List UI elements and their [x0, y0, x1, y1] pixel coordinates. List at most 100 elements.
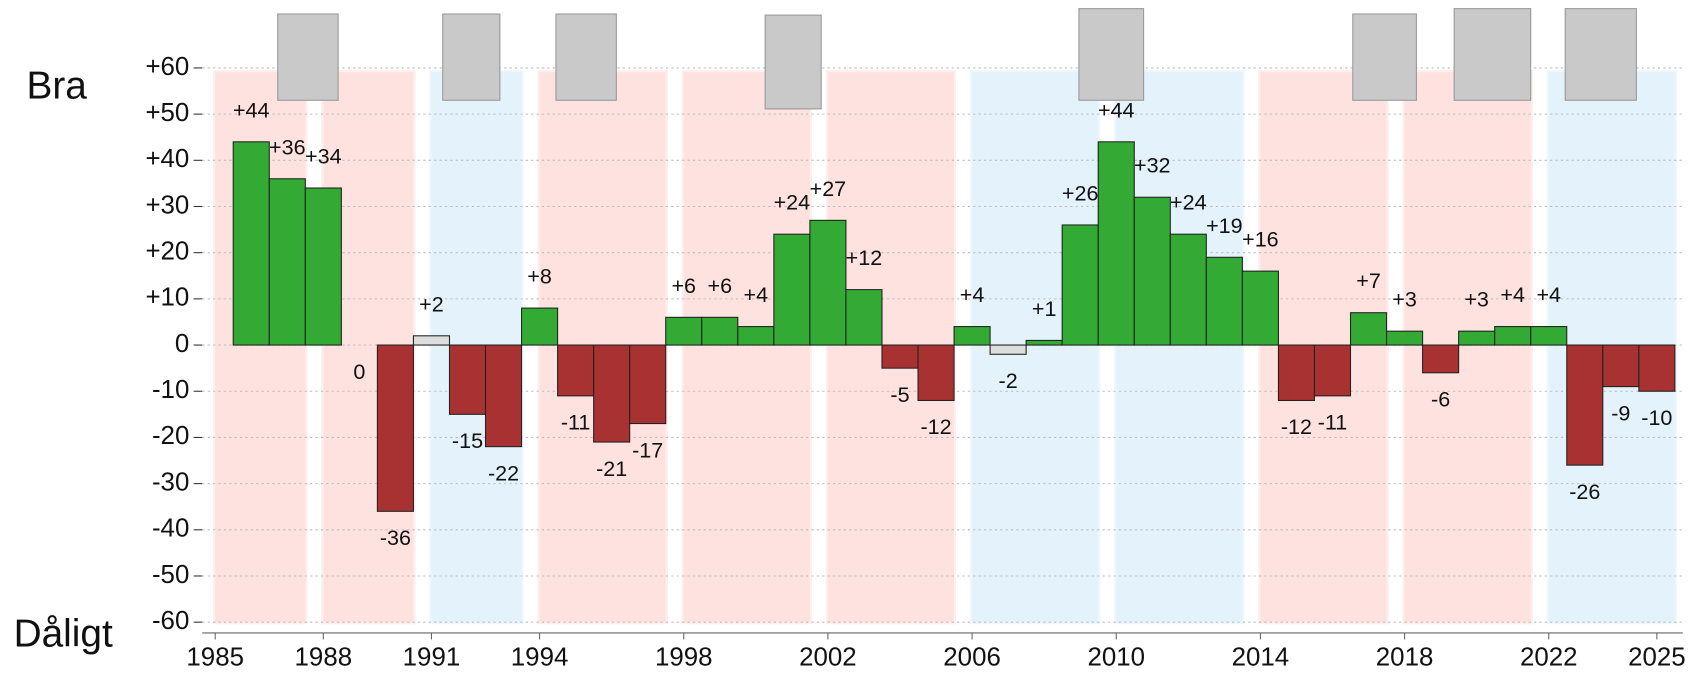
value-label: +12: [846, 245, 883, 270]
x-tick-label: 2018: [1376, 644, 1434, 672]
bar: [1313, 344, 1352, 397]
y-tick-label: +40: [145, 145, 189, 173]
y-tick-label: -60: [152, 607, 189, 635]
bar: [1602, 344, 1640, 388]
x-tick-label: 2010: [1087, 644, 1145, 672]
value-label: 0: [353, 359, 365, 384]
y-tick-label: +10: [145, 284, 189, 312]
y-label-bottom: Dåligt: [14, 612, 113, 655]
bar: [629, 344, 667, 425]
y-tick-label: -50: [152, 561, 189, 589]
value-label: +7: [1356, 268, 1381, 293]
value-label: -11: [1318, 410, 1348, 435]
bar: [1422, 344, 1460, 374]
bar: [1386, 330, 1424, 346]
value-label: -2: [999, 368, 1018, 393]
x-tick-label: 1991: [403, 644, 461, 672]
bar: [953, 326, 991, 346]
value-label: +19: [1206, 213, 1243, 238]
period-band: [1114, 70, 1245, 625]
bar: [665, 316, 703, 346]
x-tick-label: 2002: [799, 644, 857, 672]
bar: [1061, 224, 1099, 346]
bar: [809, 219, 847, 346]
y-tick-label: +30: [145, 191, 189, 219]
portrait: [277, 13, 339, 101]
portrait: [1078, 8, 1145, 101]
value-label: +3: [1464, 287, 1489, 312]
bar: [1277, 344, 1316, 402]
bar: [989, 344, 1027, 355]
bar: [845, 289, 883, 346]
bar: [1241, 270, 1279, 346]
bar-layer: [232, 141, 1676, 512]
bar: [557, 344, 595, 397]
x-tick-label: 1998: [655, 644, 713, 672]
value-label: +24: [1170, 190, 1207, 215]
value-label: -22: [488, 460, 519, 485]
value-label: +4: [960, 282, 985, 307]
value-label: +8: [527, 264, 552, 289]
bar: [917, 344, 955, 402]
bar: [1349, 312, 1388, 346]
value-label: -9: [1611, 400, 1630, 425]
value-label: +26: [1062, 180, 1099, 205]
y-tick-label: +50: [145, 99, 189, 127]
x-tick-label: 1994: [511, 644, 569, 672]
bar: [521, 307, 559, 346]
value-label: -36: [380, 525, 411, 550]
value-label: -6: [1431, 386, 1450, 411]
bar: [1458, 330, 1496, 346]
bar: [1133, 196, 1171, 346]
x-tick-label: 2022: [1520, 644, 1578, 672]
bar: [1566, 344, 1604, 466]
bar: [304, 187, 342, 346]
y-tick-label: -30: [152, 468, 189, 496]
y-tick-label: 0: [175, 330, 189, 358]
bar: [881, 344, 919, 369]
label-layer: +60+50+40+30+20+100-10-20-30-40-50-60198…: [145, 53, 1685, 672]
bar: [484, 344, 523, 448]
portrait: [764, 14, 822, 110]
value-label: -10: [1641, 405, 1672, 430]
period-band: [681, 70, 813, 625]
value-label: -12: [920, 414, 951, 439]
bar: [232, 141, 270, 346]
value-label: +6: [707, 273, 732, 298]
value-label: -11: [561, 410, 591, 435]
bar: [737, 326, 775, 346]
portrait: [442, 13, 501, 101]
value-label: +4: [1500, 282, 1525, 307]
value-label: +6: [671, 273, 696, 298]
y-tick-label: +60: [145, 53, 189, 81]
value-label: +16: [1242, 227, 1279, 252]
value-label: +3: [1392, 287, 1417, 312]
y-tick-label: -10: [152, 376, 189, 404]
value-label: +44: [233, 97, 270, 122]
portrait: [555, 13, 617, 101]
bar: [376, 344, 414, 512]
portrait: [1453, 8, 1532, 101]
bar: [701, 316, 739, 346]
bar: [1097, 141, 1135, 346]
value-label: +32: [1134, 153, 1171, 178]
x-tick-label: 2025: [1628, 644, 1686, 672]
value-label: -21: [596, 456, 627, 481]
value-label: -15: [452, 428, 483, 453]
bar: [593, 344, 631, 443]
value-label: -5: [890, 382, 909, 407]
bar: [448, 344, 487, 415]
bar: [268, 178, 306, 346]
value-label: -17: [632, 437, 663, 462]
value-label: +4: [1536, 282, 1561, 307]
value-label: +4: [744, 282, 769, 307]
value-label: -12: [1281, 414, 1312, 439]
x-tick-label: 1985: [186, 644, 244, 672]
y-tick-label: +20: [145, 238, 189, 266]
x-tick-label: 2014: [1232, 644, 1290, 672]
bar: [1530, 326, 1568, 346]
x-tick-label: 1988: [295, 644, 353, 672]
portrait: [1564, 8, 1637, 101]
